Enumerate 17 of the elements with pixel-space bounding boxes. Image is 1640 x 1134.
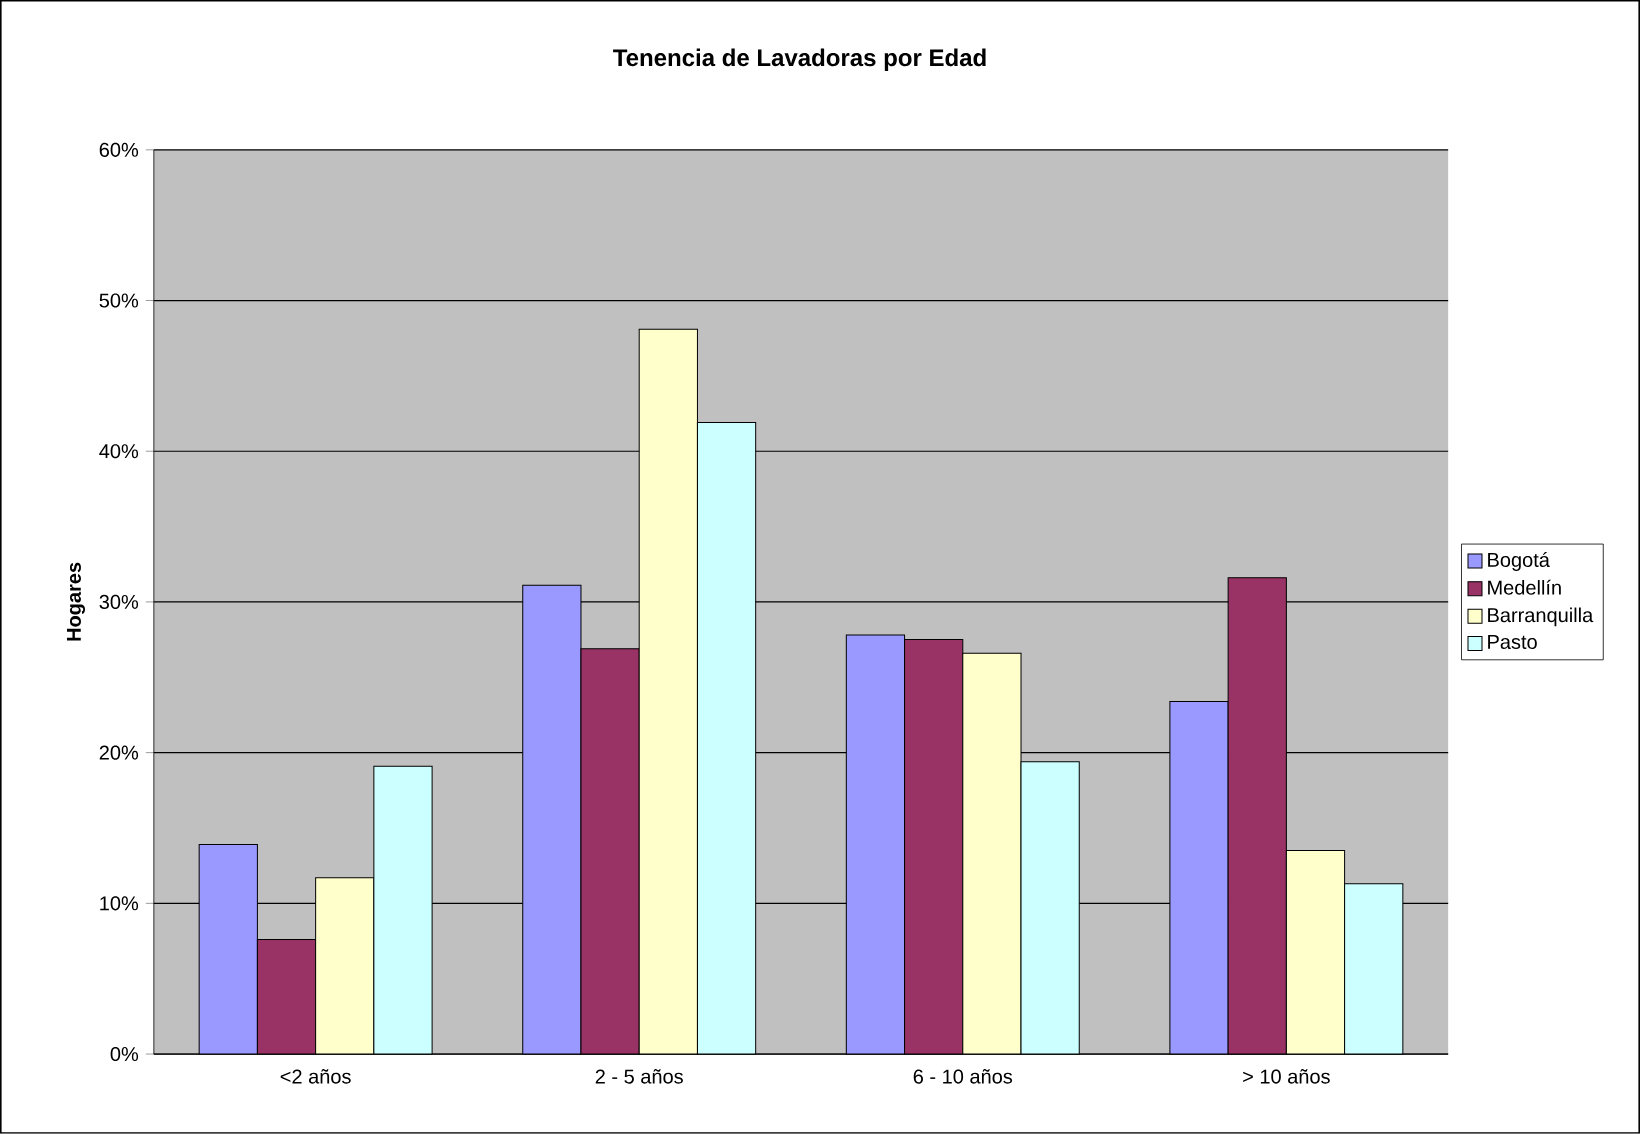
x-tick-label: > 10 años [1243,1069,1330,1084]
x-tick-label: 2 - 5 años [595,1069,683,1084]
chart-title: Tenencia de Lavadoras por Edad [613,48,986,72]
y-tick-label: 0% [110,1047,139,1062]
y-tick-label: 40% [99,444,139,459]
y-tick-label: 50% [99,293,139,308]
legend-label: Medellín [1488,579,1561,595]
x-tick-label: 6 - 10 años [913,1069,1013,1084]
x-tick-label: <2 años [280,1069,351,1084]
y-tick-label: 20% [99,745,139,760]
y-tick-label: 10% [100,896,139,911]
y-axis-title: Hogares [66,562,85,641]
legend-label: Pasto [1488,635,1537,650]
legend-label: Bogotá [1488,552,1550,572]
legend-label: Barranquilla [1488,607,1594,627]
y-tick-label: 60% [99,142,139,157]
y-tick-label: 30% [99,594,139,610]
